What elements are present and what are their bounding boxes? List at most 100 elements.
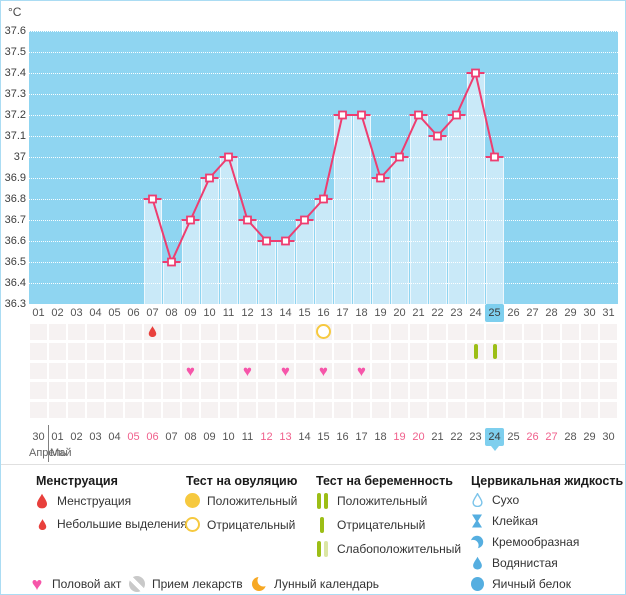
calendar-date[interactable]: 25 xyxy=(507,431,520,443)
event-cell[interactable] xyxy=(30,362,47,380)
event-cell[interactable] xyxy=(391,382,408,399)
event-cell[interactable] xyxy=(201,382,218,399)
cycle-day[interactable]: 30 xyxy=(583,307,596,319)
cycle-day[interactable]: 29 xyxy=(564,307,577,319)
event-cell[interactable] xyxy=(258,362,275,380)
calendar-date[interactable]: 21 xyxy=(431,431,444,443)
cycle-day[interactable]: 31 xyxy=(602,307,615,319)
pregnancy-test-negative-icon[interactable] xyxy=(492,343,497,359)
event-cell[interactable] xyxy=(334,362,351,380)
calendar-date[interactable]: 18 xyxy=(374,431,387,443)
event-cell[interactable] xyxy=(429,382,446,399)
event-cell[interactable] xyxy=(296,401,313,419)
calendar-date[interactable]: 30 xyxy=(32,431,45,443)
intercourse-icon[interactable]: ♥ xyxy=(238,361,258,381)
event-cell[interactable] xyxy=(125,362,142,380)
cycle-day[interactable]: 09 xyxy=(184,307,197,319)
calendar-date[interactable]: 03 xyxy=(89,431,102,443)
event-cell[interactable] xyxy=(372,323,389,340)
temperature-bar[interactable] xyxy=(257,241,276,304)
event-cell[interactable] xyxy=(486,382,503,399)
event-cell[interactable] xyxy=(353,362,370,380)
calendar-date[interactable]: 28 xyxy=(564,431,577,443)
calendar-date[interactable]: 06 xyxy=(146,431,159,443)
event-cell[interactable] xyxy=(467,382,484,399)
event-cell[interactable] xyxy=(125,323,142,340)
event-cell[interactable] xyxy=(315,382,332,399)
cycle-day[interactable]: 24 xyxy=(469,307,482,319)
event-cell[interactable] xyxy=(581,343,598,360)
cycle-day[interactable]: 27 xyxy=(526,307,539,319)
event-cell[interactable] xyxy=(258,401,275,419)
event-cell[interactable] xyxy=(391,323,408,340)
event-cell[interactable] xyxy=(543,382,560,399)
event-cell[interactable] xyxy=(524,401,541,419)
event-cell[interactable] xyxy=(106,323,123,340)
calendar-date[interactable]: 30 xyxy=(602,431,615,443)
event-cell[interactable] xyxy=(486,401,503,419)
temperature-bar[interactable] xyxy=(333,115,352,304)
temperature-bar[interactable] xyxy=(409,115,428,304)
event-cell[interactable] xyxy=(296,382,313,399)
event-cell[interactable] xyxy=(524,323,541,340)
event-cell[interactable] xyxy=(372,401,389,419)
cycle-day[interactable]: 03 xyxy=(70,307,83,319)
event-cell[interactable] xyxy=(543,343,560,360)
event-cell[interactable] xyxy=(448,343,465,360)
event-cell[interactable] xyxy=(182,382,199,399)
event-cell[interactable] xyxy=(562,401,579,419)
cycle-day[interactable]: 17 xyxy=(336,307,349,319)
event-cell[interactable] xyxy=(391,343,408,360)
event-cell[interactable] xyxy=(68,323,85,340)
event-cell[interactable] xyxy=(68,343,85,360)
event-cell[interactable] xyxy=(581,323,598,340)
event-cell[interactable] xyxy=(30,382,47,399)
calendar-date[interactable]: 19 xyxy=(393,431,406,443)
cycle-day[interactable]: 08 xyxy=(165,307,178,319)
event-cell[interactable] xyxy=(334,323,351,340)
cycle-day[interactable]: 10 xyxy=(203,307,216,319)
event-cell[interactable] xyxy=(486,362,503,380)
event-cell[interactable] xyxy=(201,362,218,380)
event-cell[interactable] xyxy=(505,382,522,399)
calendar-date[interactable]: 26 xyxy=(526,431,539,443)
event-cell[interactable] xyxy=(600,343,617,360)
cycle-day[interactable]: 26 xyxy=(507,307,520,319)
event-cell[interactable] xyxy=(524,343,541,360)
event-cell[interactable] xyxy=(49,382,66,399)
menstruation-icon[interactable] xyxy=(143,322,163,342)
event-cell[interactable] xyxy=(201,401,218,419)
event-cell[interactable] xyxy=(258,323,275,340)
temperature-bar[interactable] xyxy=(219,157,238,304)
event-cell[interactable] xyxy=(334,382,351,399)
event-cell[interactable] xyxy=(277,362,294,380)
event-cell[interactable] xyxy=(258,343,275,360)
ovulation-test-negative-icon[interactable] xyxy=(316,324,331,340)
event-cell[interactable] xyxy=(87,323,104,340)
temperature-bar[interactable] xyxy=(314,199,333,304)
event-cell[interactable] xyxy=(410,401,427,419)
event-cell[interactable] xyxy=(448,382,465,399)
event-cell[interactable] xyxy=(49,401,66,419)
cycle-day[interactable]: 20 xyxy=(393,307,406,319)
event-cell[interactable] xyxy=(144,401,161,419)
calendar-date[interactable]: 16 xyxy=(336,431,349,443)
event-cell[interactable] xyxy=(258,382,275,399)
pregnancy-test-negative-icon[interactable] xyxy=(473,343,478,359)
temperature-bar[interactable] xyxy=(447,115,466,304)
event-cell[interactable] xyxy=(429,362,446,380)
intercourse-icon[interactable]: ♥ xyxy=(181,361,201,381)
event-cell[interactable] xyxy=(163,323,180,340)
event-cell[interactable] xyxy=(353,323,370,340)
event-cell[interactable] xyxy=(30,401,47,419)
event-cell[interactable] xyxy=(429,343,446,360)
event-cell[interactable] xyxy=(87,362,104,380)
event-cell[interactable] xyxy=(49,343,66,360)
event-cell[interactable] xyxy=(315,362,332,380)
event-cell[interactable] xyxy=(600,362,617,380)
event-cell[interactable] xyxy=(220,343,237,360)
event-cell[interactable] xyxy=(372,382,389,399)
calendar-date[interactable]: 24 xyxy=(485,428,504,446)
event-cell[interactable] xyxy=(68,382,85,399)
event-cell[interactable] xyxy=(239,343,256,360)
